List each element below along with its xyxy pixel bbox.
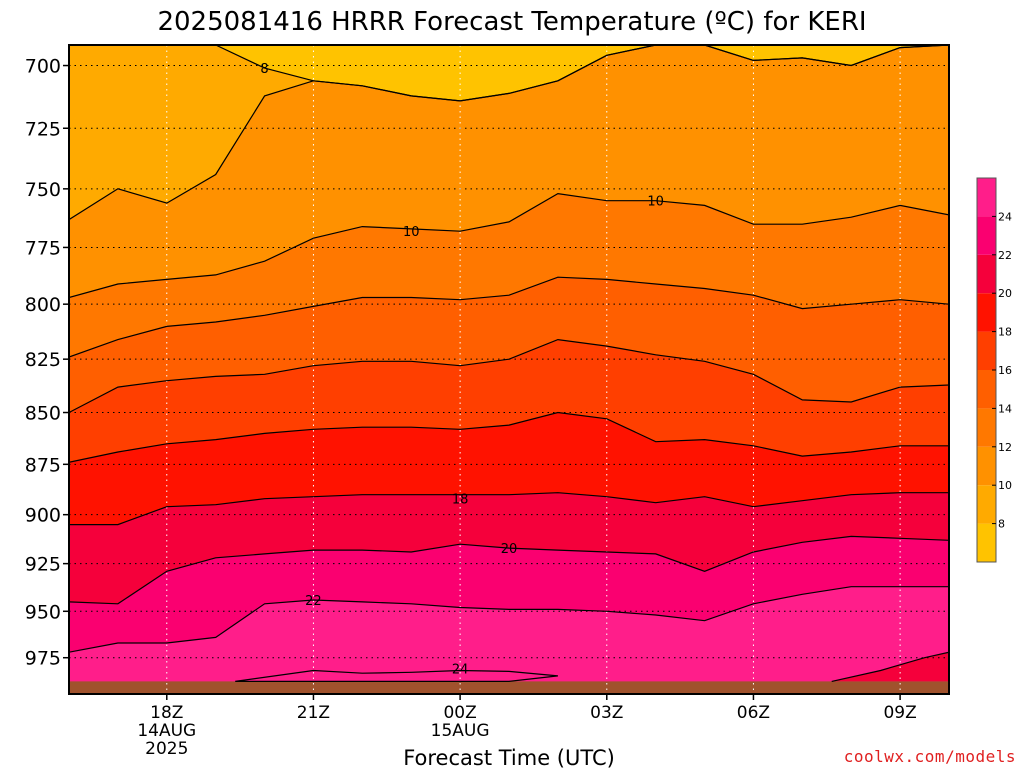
x-tick-label-18-1: 14AUG (137, 721, 196, 741)
x-tick-label-27-0: 03Z (590, 703, 623, 723)
colorbar-label-22: 22 (998, 249, 1012, 262)
x-tick-label-33-0: 09Z (883, 703, 916, 723)
contour-label-8: 8 (260, 62, 268, 77)
colorbar-segment-6 (977, 293, 996, 332)
y-tick-label-950: 950 (25, 601, 61, 623)
y-tick-label-850: 850 (25, 403, 61, 425)
x-tick-label-18-0: 18Z (150, 703, 183, 723)
contour-label-24: 24 (452, 663, 469, 678)
x-tick-label-21-0: 21Z (297, 703, 330, 723)
y-tick-label-875: 875 (25, 454, 61, 476)
contour-line-18 (69, 492, 949, 526)
temperature-fill-bands (69, 45, 949, 694)
plot-frame (68, 44, 950, 695)
colorbar: 8 10 12 14 16 18 20 22 24 (976, 177, 1012, 563)
contour-labels: 8 10 10 18 20 22 24 (260, 62, 664, 678)
y-axis-ticks: 700 725 750 775 800 825 850 875 900 925 950 975 (25, 56, 69, 670)
colorbar-segment-7 (977, 254, 996, 294)
contour-label-10: 10 (647, 195, 664, 210)
credit-text: coolwx.com/models (843, 747, 1016, 766)
band-above-22 (69, 586, 949, 694)
contour-line-24 (235, 669, 558, 683)
band-above-24 (235, 670, 558, 682)
colorbar-label-14: 14 (998, 402, 1012, 415)
colorbar-label-10: 10 (998, 479, 1012, 492)
colorbar-segment-8 (977, 216, 996, 255)
contour-line-10 (69, 45, 949, 221)
contour-label-18: 18 (452, 493, 469, 508)
x-tick-label-24-0: 00Z (443, 703, 476, 723)
y-tick-label-775: 775 (25, 237, 61, 259)
colorbar-label-16: 16 (998, 364, 1012, 377)
y-tick-label-925: 925 (25, 554, 61, 576)
x-tick-label-18-2: 2025 (145, 739, 188, 759)
contour-line-12 (69, 276, 949, 358)
grid-lines (69, 45, 949, 694)
colorbar-label-12: 12 (998, 441, 1012, 454)
x-tick-label-24-1: 15AUG (431, 721, 490, 741)
y-tick-label-825: 825 (25, 349, 61, 371)
colorbar-label-24: 24 (998, 210, 1012, 223)
contour-line-20 (69, 535, 949, 605)
ground (69, 681, 949, 694)
y-tick-label-700: 700 (25, 56, 61, 78)
contour-lines (69, 45, 949, 683)
chart-title: 2025081416 HRRR Forecast Temperature (ºC… (157, 7, 866, 37)
contour-line-14 (69, 338, 949, 414)
contour-label-20: 20 (501, 542, 518, 557)
y-tick-label-975: 975 (25, 648, 61, 670)
colorbar-segment-2 (977, 446, 996, 486)
colorbar-label-8: 8 (998, 518, 1005, 531)
colorbar-label-20: 20 (998, 287, 1012, 300)
colorbar-segment-3 (977, 408, 996, 447)
contour-label-22: 22 (305, 594, 322, 609)
colorbar-segment-0 (977, 523, 996, 562)
colorbar-segment-4 (977, 370, 996, 409)
y-tick-label-725: 725 (25, 118, 61, 140)
colorbar-segment-1 (977, 485, 996, 524)
colorbar-segment-5 (977, 331, 996, 370)
x-axis-label: Forecast Time (UTC) (403, 746, 615, 768)
y-tick-label-750: 750 (25, 179, 61, 201)
y-tick-label-900: 900 (25, 505, 61, 527)
contour-line-warm-patch (831, 651, 949, 682)
colorbar-segment-9 (977, 178, 996, 217)
contour-line-16 (69, 411, 949, 463)
contour-line-22 (69, 586, 949, 653)
colorbar-label-18: 18 (998, 326, 1012, 339)
x-tick-label-30-0: 06Z (737, 703, 770, 723)
contour-line-10 (69, 192, 949, 299)
contour-label-10: 10 (403, 225, 420, 240)
y-tick-label-800: 800 (25, 294, 61, 316)
